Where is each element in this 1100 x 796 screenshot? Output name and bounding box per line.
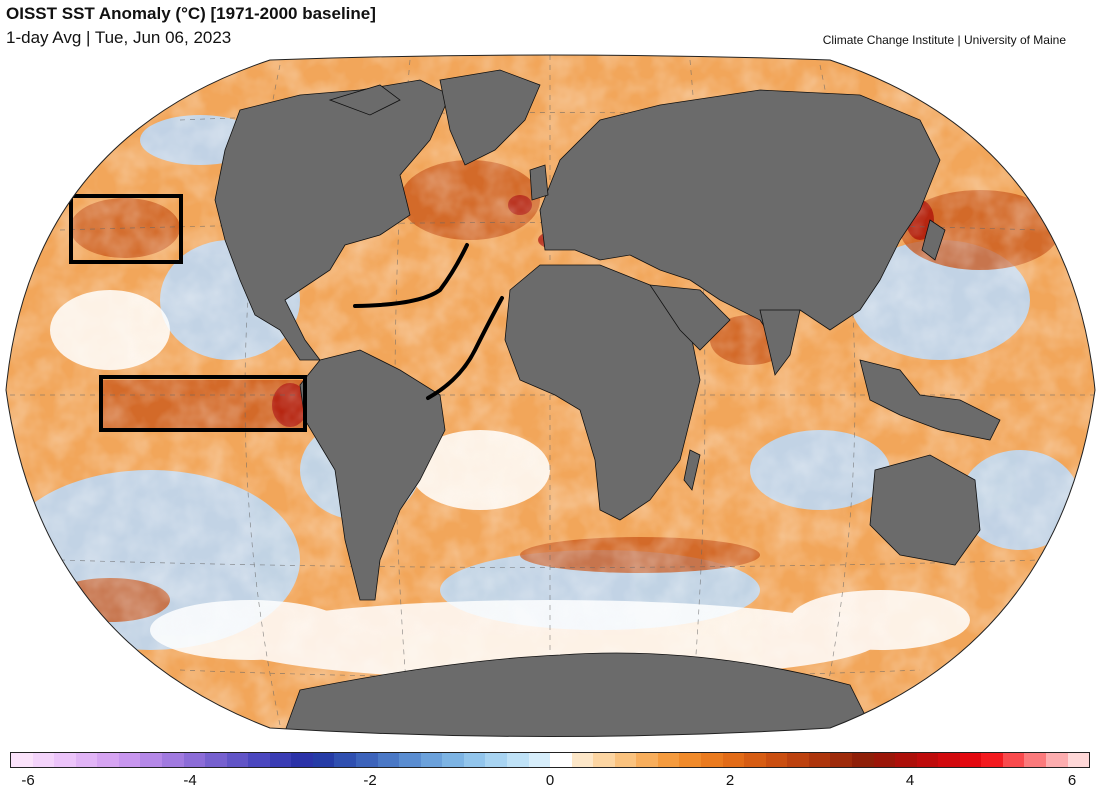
colorbar-segment [593, 753, 615, 767]
colorbar-segment [205, 753, 227, 767]
colorbar-segment [334, 753, 356, 767]
colorbar-segment [442, 753, 464, 767]
colorbar-segment [873, 753, 896, 767]
colorbar-segment [183, 753, 206, 767]
colorbar-segment [550, 753, 572, 767]
colorbar-segment [399, 753, 421, 767]
colorbar-segment [679, 753, 701, 767]
colorbar-segment [118, 753, 141, 767]
globe-outline [5, 54, 1096, 737]
colorbar-tick-label: -4 [183, 772, 197, 789]
colorbar-segment [981, 753, 1003, 767]
colorbar-tick-label: -6 [21, 772, 35, 789]
british-isles [529, 164, 549, 201]
colorbar-segment [959, 753, 982, 767]
colorbar-segment [1024, 753, 1046, 767]
colorbar-segment [506, 753, 529, 767]
north-america [214, 79, 451, 361]
arabia [649, 284, 731, 351]
colorbar-segment [657, 753, 680, 767]
colorbar-segment [614, 753, 637, 767]
japan [921, 219, 946, 261]
colorbar-tick-label: -2 [363, 772, 377, 789]
colorbar-segment [291, 753, 313, 767]
annotation-line-north-atlantic [353, 243, 469, 308]
colorbar-segment [808, 753, 831, 767]
madagascar [683, 449, 701, 491]
colorbar-segment [140, 753, 162, 767]
colorbar-tick-label: 0 [545, 772, 555, 789]
colorbar-segment [463, 753, 486, 767]
colorbar-segment [161, 753, 184, 767]
colorbar-segment [356, 753, 378, 767]
colorbar-segment [938, 753, 960, 767]
colorbar-segment [312, 753, 335, 767]
colorbar-segment [1067, 753, 1090, 767]
annotation-box-equatorial-pacific [99, 375, 307, 432]
colorbar-segment [1002, 753, 1025, 767]
colorbar-segment [269, 753, 292, 767]
annotation-boxes [69, 194, 307, 432]
colorbar-segment [32, 753, 55, 767]
colorbar-segment [54, 753, 76, 767]
annotation-line-tropical-atlantic [426, 296, 504, 400]
arctic-islands [328, 84, 401, 116]
annotation-box-northeast-pacific [69, 194, 183, 264]
africa [504, 264, 701, 521]
india [759, 309, 801, 376]
colorbar-tick-label: 6 [1067, 772, 1077, 789]
annotation-lines [353, 243, 504, 400]
colorbar-segment [787, 753, 809, 767]
colorbar-tick-label: 2 [725, 772, 735, 789]
colorbar-segment [765, 753, 788, 767]
south-america [299, 349, 446, 601]
colorbar-segment [895, 753, 917, 767]
sst-anomaly-map [5, 54, 1096, 737]
colorbar-segment [75, 753, 98, 767]
colorbar-segment [830, 753, 852, 767]
colorbar-segment [701, 753, 723, 767]
colorbar-segment [744, 753, 766, 767]
colorbar-ticks: -6 -4 -2 0 2 4 6 [10, 772, 1090, 792]
colorbar [10, 752, 1090, 768]
map-title: OISST SST Anomaly (°C) [1971-2000 baseli… [6, 4, 376, 23]
maritime-southeast-asia [859, 359, 1001, 441]
map-subtitle: 1-day Avg | Tue, Jun 06, 2023 [6, 28, 232, 47]
land-masses [214, 69, 1001, 737]
colorbar-segment [97, 753, 119, 767]
australia [869, 454, 981, 566]
antarctica [279, 652, 881, 737]
credit-label: Climate Change Institute | University of… [822, 33, 1066, 47]
greenland [439, 69, 541, 166]
colorbar-segment [528, 753, 551, 767]
colorbar-segment [377, 753, 400, 767]
colorbar-segment [420, 753, 443, 767]
colorbar-segment [636, 753, 658, 767]
colorbar-segment [226, 753, 249, 767]
colorbar-segment [851, 753, 874, 767]
colorbar-tick-label: 4 [905, 772, 915, 789]
eurasia [539, 89, 941, 351]
colorbar-segment [916, 753, 939, 767]
colorbar-segment [571, 753, 594, 767]
colorbar-segment [722, 753, 745, 767]
colorbar-segment [1046, 753, 1068, 767]
colorbar-segment [248, 753, 270, 767]
colorbar-segment [11, 753, 33, 767]
colorbar-segment [485, 753, 507, 767]
